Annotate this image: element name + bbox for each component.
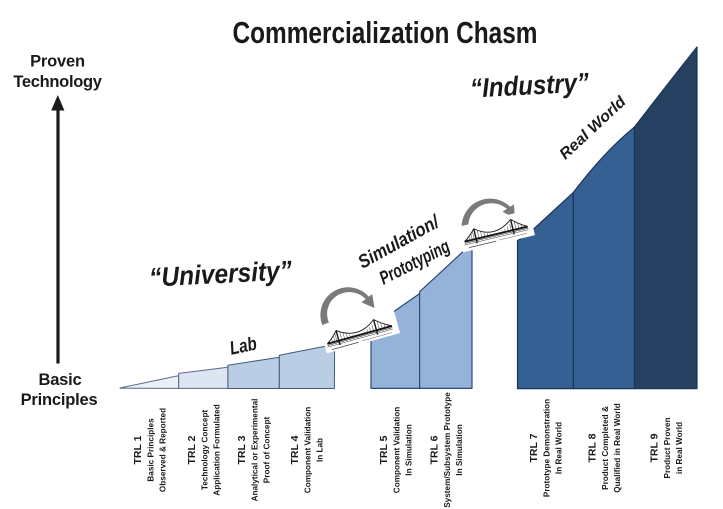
svg-text:Prototype Demonstration: Prototype Demonstration (543, 399, 552, 497)
svg-text:TRL 4: TRL 4 (289, 435, 301, 464)
svg-text:Component Validation: Component Validation (392, 407, 401, 493)
svg-text:In Simulation: In Simulation (404, 424, 413, 475)
svg-text:TRL 1: TRL 1 (132, 435, 144, 464)
svg-text:TRL 5: TRL 5 (378, 435, 390, 464)
svg-text:Technology: Technology (13, 73, 102, 91)
svg-text:In Lab: In Lab (315, 438, 324, 462)
svg-text:System/Subsystem Prototype: System/Subsystem Prototype (443, 392, 452, 508)
svg-text:Technology Concept: Technology Concept (200, 410, 209, 491)
svg-text:Qualified in Real World: Qualified in Real World (613, 403, 622, 492)
svg-text:TRL 2: TRL 2 (186, 435, 198, 464)
svg-text:Observed & Reported: Observed & Reported (158, 408, 167, 492)
svg-text:Basic Principles: Basic Principles (146, 418, 155, 482)
svg-text:“University”: “University” (148, 255, 293, 292)
svg-text:Product Proven: Product Proven (663, 418, 672, 479)
svg-text:in Real World: in Real World (675, 422, 684, 474)
svg-text:In Real World: In Real World (555, 422, 564, 474)
svg-text:Basic: Basic (38, 371, 81, 389)
svg-text:Product Completed &: Product Completed & (601, 406, 610, 490)
svg-text:In Simulation: In Simulation (455, 424, 464, 475)
svg-text:TRL 7: TRL 7 (528, 433, 540, 462)
svg-text:TRL 6: TRL 6 (428, 435, 440, 464)
svg-text:Application Formulated: Application Formulated (212, 404, 221, 495)
svg-text:Analytical or Experimental: Analytical or Experimental (251, 399, 260, 502)
svg-text:TRL 3: TRL 3 (236, 435, 248, 464)
svg-text:TRL 9: TRL 9 (648, 433, 660, 462)
svg-text:Commercialization Chasm: Commercialization Chasm (233, 15, 538, 50)
svg-text:Proof of Concept: Proof of Concept (263, 417, 272, 484)
svg-text:“Industry”: “Industry” (469, 67, 590, 103)
svg-text:Component Validation: Component Validation (303, 407, 312, 493)
svg-text:TRL 8: TRL 8 (587, 433, 599, 462)
svg-text:Principles: Principles (21, 391, 98, 409)
svg-text:Proven: Proven (30, 53, 85, 71)
